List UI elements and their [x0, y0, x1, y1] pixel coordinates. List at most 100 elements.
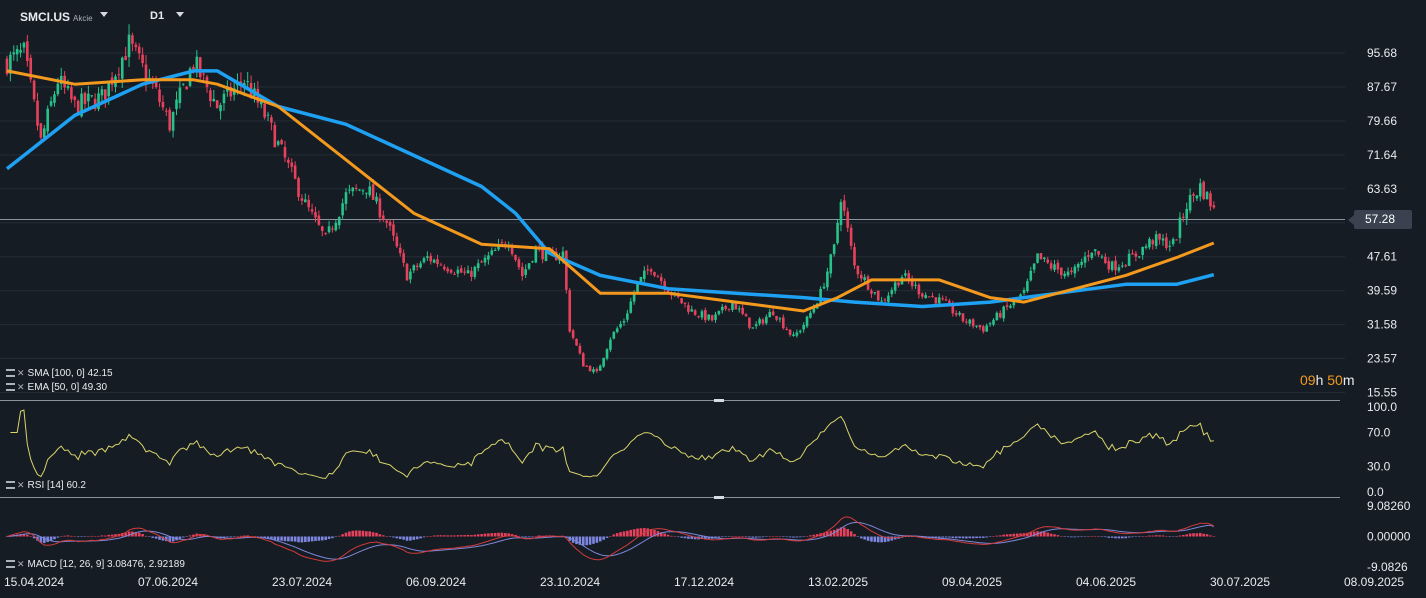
- rsi-pane-handle[interactable]: [714, 399, 724, 402]
- candle-body: [649, 269, 653, 272]
- ema-legend-label: EMA [50, 0] 49.30: [27, 382, 108, 393]
- settings-icon[interactable]: [6, 481, 15, 490]
- sma-legend[interactable]: ✕ SMA [100, 0] 42.15: [6, 368, 113, 379]
- macd-histogram-bar: [371, 532, 375, 537]
- macd-histogram-bar: [1182, 534, 1185, 537]
- candle-body: [598, 365, 602, 371]
- candle-body: [643, 270, 646, 279]
- symbol-dropdown-icon[interactable]: [100, 12, 108, 17]
- candle-body: [87, 93, 90, 102]
- candle-body: [358, 189, 361, 191]
- price-tick-label: 95.68: [1367, 46, 1397, 60]
- candle-body: [426, 256, 429, 258]
- macd-histogram-bar: [500, 532, 504, 537]
- macd-histogram-bar: [39, 536, 43, 543]
- remove-icon[interactable]: ✕: [17, 382, 25, 392]
- macd-histogram-bar: [236, 536, 239, 537]
- macd-histogram-bar: [904, 536, 907, 537]
- candle-body: [348, 189, 351, 191]
- candle-body: [354, 187, 358, 189]
- candle-body: [490, 250, 494, 255]
- symbol-selector[interactable]: SMCI.US Akcie: [20, 10, 93, 24]
- candle-body: [463, 271, 466, 273]
- macd-histogram-bar: [870, 536, 873, 542]
- macd-pane-handle[interactable]: [714, 496, 724, 499]
- macd-histogram-bar: [1032, 531, 1036, 537]
- macd-histogram-bar: [629, 529, 633, 537]
- candle-body: [863, 277, 866, 281]
- candle-body: [541, 246, 544, 260]
- candle-body: [646, 269, 650, 271]
- candle-body: [1026, 281, 1029, 292]
- date-axis[interactable]: 15.04.2024 07.06.2024 23.07.2024 06.09.2024…: [4, 575, 1404, 589]
- candle-body: [487, 255, 490, 260]
- candle-body: [439, 264, 443, 266]
- macd-histogram-bar: [744, 536, 748, 537]
- candle-body: [432, 259, 436, 263]
- candle-body: [1131, 253, 1134, 255]
- macd-histogram-bar: [748, 536, 751, 538]
- macd-histogram-bar: [473, 534, 477, 537]
- macd-histogram-bar: [1212, 535, 1216, 537]
- macd-histogram-bar: [29, 536, 33, 537]
- macd-histogram-bar: [56, 536, 60, 538]
- ema-legend[interactable]: ✕ EMA [50, 0] 49.30: [6, 382, 107, 393]
- macd-histogram-bar: [578, 536, 582, 545]
- candle-body: [954, 313, 958, 316]
- macd-histogram-bar: [1100, 536, 1104, 537]
- candle-body: [958, 312, 961, 315]
- macd-histogram-bar: [724, 536, 727, 537]
- macd-legend[interactable]: ✕ MACD [12, 26, 9] 3.08476, 2.92189: [6, 559, 185, 570]
- candle-body: [544, 249, 548, 262]
- candle-body: [459, 268, 463, 273]
- candle-body: [1175, 239, 1178, 241]
- macd-histogram-bar: [517, 535, 521, 537]
- remove-icon[interactable]: ✕: [17, 480, 25, 490]
- price-tick-label: 23.57: [1367, 352, 1397, 366]
- settings-icon[interactable]: [6, 560, 15, 569]
- candle-body: [36, 100, 39, 126]
- candle-body: [941, 298, 944, 300]
- macd-histogram-bar: [890, 536, 894, 541]
- macd-histogram-bar: [707, 536, 711, 539]
- price-tag-pointer: [1348, 215, 1354, 225]
- candle-body: [337, 216, 341, 226]
- remove-icon[interactable]: ✕: [17, 559, 25, 569]
- candle-body: [771, 311, 775, 316]
- macd-histogram-bar: [165, 536, 168, 542]
- macd-histogram-bar: [863, 536, 866, 540]
- price-tick-label: 63.63: [1367, 182, 1397, 196]
- candle-body: [436, 259, 439, 265]
- macd-histogram-bar: [1070, 536, 1073, 538]
- macd-histogram-bar: [676, 536, 680, 538]
- candle-body: [561, 251, 565, 259]
- candle-body: [992, 319, 995, 325]
- candle-body: [978, 325, 982, 328]
- timeframe-dropdown-icon[interactable]: [176, 12, 184, 17]
- macd-histogram-bar: [104, 535, 107, 537]
- candle-body: [70, 87, 73, 100]
- rsi-legend[interactable]: ✕ RSI [14] 60.2: [6, 480, 86, 491]
- settings-icon[interactable]: [6, 383, 15, 392]
- candle-body: [1202, 181, 1205, 200]
- macd-histogram-bar: [1137, 536, 1141, 537]
- macd-histogram-bar: [921, 536, 924, 538]
- candle-body: [344, 192, 348, 204]
- macd-histogram-bar: [334, 536, 338, 538]
- macd-histogram-bar: [765, 536, 768, 537]
- macd-legend-label: MACD [12, 26, 9] 3.08476, 2.92189: [27, 559, 185, 570]
- date-tick-label: 30.07.2025: [1210, 575, 1270, 589]
- candle-body: [185, 86, 188, 90]
- macd-histogram-bar: [1110, 536, 1114, 538]
- macd-histogram-bar: [778, 536, 782, 537]
- timeframe-selector[interactable]: D1: [150, 10, 164, 22]
- macd-histogram-bar: [856, 536, 860, 537]
- candle-body: [365, 192, 368, 194]
- candle-body: [466, 270, 470, 274]
- settings-icon[interactable]: [6, 369, 15, 378]
- macd-histogram-bar: [381, 535, 385, 537]
- remove-icon[interactable]: ✕: [17, 368, 25, 378]
- current-price-value: 57.28: [1365, 212, 1396, 226]
- candle-body: [744, 314, 748, 317]
